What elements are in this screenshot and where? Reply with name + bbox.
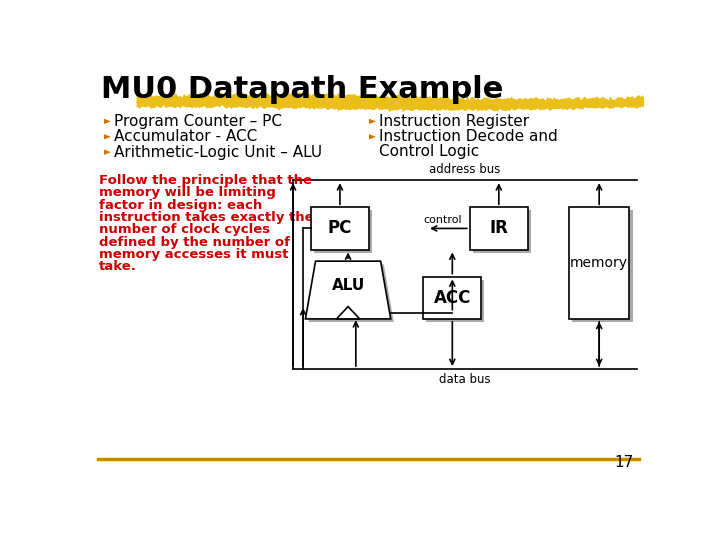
Text: memory accesses it must: memory accesses it must xyxy=(99,248,289,261)
Polygon shape xyxy=(104,119,111,124)
Bar xyxy=(314,210,372,253)
Bar xyxy=(473,210,531,253)
Text: Instruction Decode and: Instruction Decode and xyxy=(379,129,558,144)
Polygon shape xyxy=(336,307,360,319)
Text: Instruction Register: Instruction Register xyxy=(379,114,529,129)
Polygon shape xyxy=(369,134,376,139)
Bar xyxy=(572,211,632,322)
Text: factor in design: each: factor in design: each xyxy=(99,199,263,212)
Text: Control Logic: Control Logic xyxy=(379,144,480,159)
Text: 17: 17 xyxy=(615,455,634,470)
Polygon shape xyxy=(309,264,394,322)
Text: control: control xyxy=(423,215,462,225)
Polygon shape xyxy=(104,134,111,139)
Text: MU0 Datapath Example: MU0 Datapath Example xyxy=(101,75,503,104)
Text: ACC: ACC xyxy=(433,289,471,307)
Text: memory will be limiting: memory will be limiting xyxy=(99,186,276,199)
Bar xyxy=(423,276,482,319)
Polygon shape xyxy=(104,150,111,155)
Polygon shape xyxy=(137,92,644,112)
Text: defined by the number of: defined by the number of xyxy=(99,236,290,249)
Bar xyxy=(426,280,485,322)
Bar xyxy=(569,207,629,319)
Text: IR: IR xyxy=(490,219,508,238)
Polygon shape xyxy=(305,261,391,319)
Text: Program Counter – PC: Program Counter – PC xyxy=(114,114,282,129)
Text: address bus: address bus xyxy=(429,164,501,177)
Text: take.: take. xyxy=(99,260,138,273)
Text: Follow the principle that the: Follow the principle that the xyxy=(99,174,312,187)
Text: instruction takes exactly the: instruction takes exactly the xyxy=(99,211,314,224)
Text: number of clock cycles: number of clock cycles xyxy=(99,224,271,237)
Text: PC: PC xyxy=(328,219,352,238)
Text: Accumulator - ACC: Accumulator - ACC xyxy=(114,129,257,144)
Bar xyxy=(311,207,369,249)
Text: data bus: data bus xyxy=(439,373,491,386)
Bar xyxy=(469,207,528,249)
Text: ALU: ALU xyxy=(331,278,365,293)
Text: Arithmetic-Logic Unit – ALU: Arithmetic-Logic Unit – ALU xyxy=(114,145,322,160)
Text: memory: memory xyxy=(570,256,628,270)
Polygon shape xyxy=(369,119,376,124)
